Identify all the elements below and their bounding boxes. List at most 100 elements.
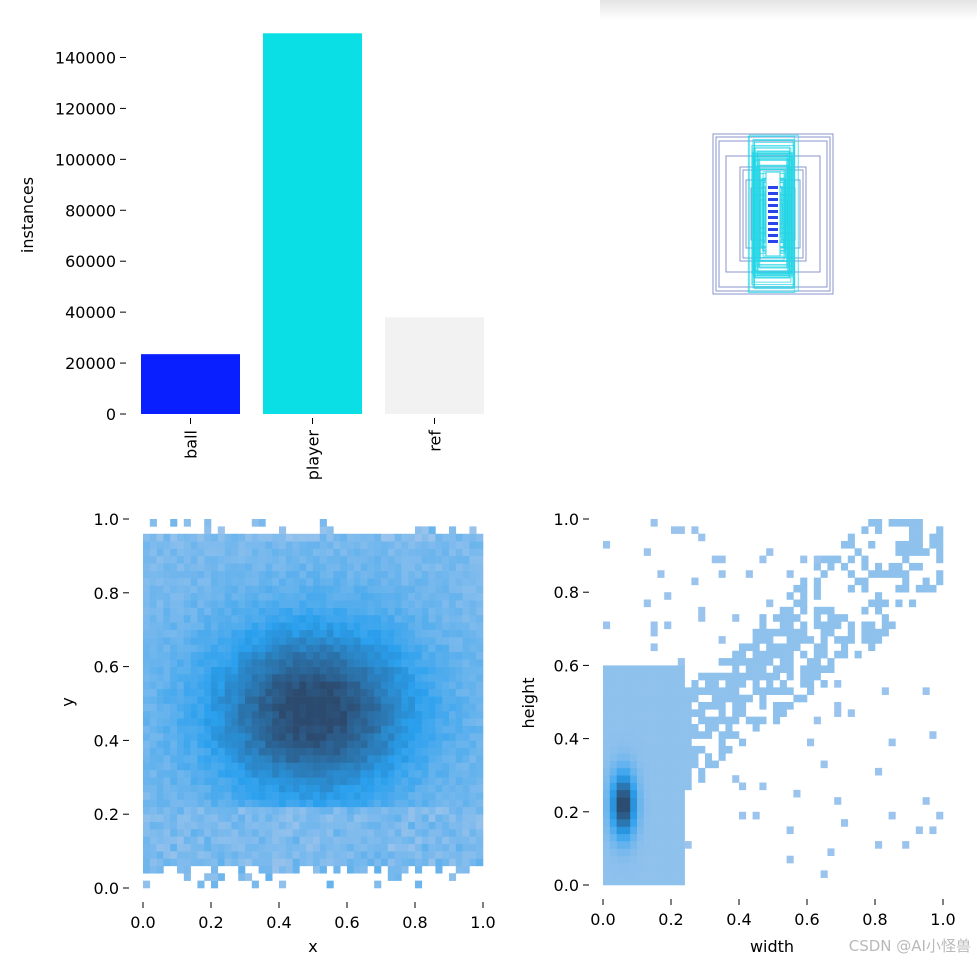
xy-cell <box>170 681 178 690</box>
xy-cell <box>374 769 382 778</box>
wh-cell <box>609 745 617 754</box>
xy-cell <box>183 622 191 630</box>
xy-cell <box>401 733 409 741</box>
xy-cell <box>360 644 368 653</box>
xy-cell <box>306 614 314 623</box>
xy-cell <box>217 570 225 579</box>
wh-cell <box>732 775 740 783</box>
xy-cell <box>421 526 429 535</box>
xy-cell <box>428 592 436 601</box>
wh-cell <box>657 826 665 835</box>
xy-cell <box>190 740 198 749</box>
xy-cell <box>435 769 443 778</box>
wh-cell <box>609 782 617 791</box>
xy-cell <box>258 519 266 527</box>
xy-cell <box>143 725 151 734</box>
xy-cell <box>238 718 246 726</box>
xy-cell <box>360 733 368 741</box>
xy-cell <box>177 541 185 549</box>
xy-cell <box>238 769 246 778</box>
xy-cell <box>217 733 225 741</box>
player-box <box>758 164 789 263</box>
wh-cell <box>895 548 903 556</box>
xy-cell <box>319 710 327 719</box>
wh-cell <box>786 621 794 630</box>
wh-cell <box>779 665 787 674</box>
wh-cell <box>800 599 808 608</box>
wh-cell <box>847 584 855 593</box>
xy-cell <box>285 703 293 712</box>
wh-cell <box>609 775 617 783</box>
xy-cell <box>313 592 321 601</box>
xy-cell <box>319 755 327 763</box>
xy-cell <box>183 600 191 608</box>
wh-cell <box>881 628 889 637</box>
wh-x-tick-label: 0.0 <box>590 910 615 929</box>
xy-cell <box>408 600 416 608</box>
xy-cell <box>306 725 314 734</box>
xy-cell <box>313 688 321 697</box>
xy-cell <box>306 563 314 571</box>
xy-cell <box>265 644 273 653</box>
xy-cell <box>149 666 157 675</box>
xy-cell <box>435 637 443 645</box>
wh-cell <box>820 621 828 630</box>
xy-cell <box>415 806 423 815</box>
wh-cell <box>630 672 638 681</box>
wh-cell <box>637 738 645 747</box>
xy-cell <box>211 799 219 808</box>
wh-cell <box>637 687 645 695</box>
xy-cell <box>394 651 402 660</box>
xy-cell <box>163 769 171 778</box>
xy-cell <box>183 585 191 594</box>
wh-cell <box>725 680 733 688</box>
xy-cell <box>238 659 246 667</box>
xy-cell <box>245 762 253 771</box>
xy-cell <box>279 792 287 800</box>
wh-cell <box>643 716 651 725</box>
xy-cell <box>442 828 450 837</box>
xy-cell <box>156 548 164 557</box>
wh-cell <box>773 687 781 695</box>
wh-cell <box>739 694 747 703</box>
xy-cell <box>401 784 409 793</box>
xy-cell <box>224 814 232 822</box>
xy-cell <box>313 541 321 549</box>
wh-cell <box>643 848 651 857</box>
xy-cell <box>415 733 423 741</box>
wh-cell <box>650 826 658 835</box>
wh-cell <box>643 775 651 783</box>
xy-cell <box>224 622 232 630</box>
xy-cell <box>265 578 273 586</box>
xy-cell <box>299 806 307 815</box>
xy-cell <box>272 688 280 697</box>
xy-cell <box>285 629 293 638</box>
xy-cell <box>177 769 185 778</box>
xy-cell <box>421 858 429 867</box>
xy-cell <box>387 873 395 881</box>
wh-cell <box>711 716 719 725</box>
ball-box <box>768 198 778 201</box>
xy-cell <box>387 688 395 697</box>
xy-cell <box>163 555 171 564</box>
xy-cell <box>265 622 273 630</box>
wh-cell <box>888 621 896 630</box>
xy-cell <box>163 578 171 586</box>
xy-cell <box>217 696 225 704</box>
xy-cell <box>387 563 395 571</box>
xy-cell <box>183 570 191 579</box>
wh-cell <box>603 680 611 688</box>
xy-cell <box>149 762 157 771</box>
xy-cell <box>251 578 259 586</box>
xy-cell <box>462 563 470 571</box>
xy-cell <box>367 637 375 645</box>
xy-cell <box>347 563 355 571</box>
wh-cell <box>813 614 821 622</box>
wh-cell <box>603 804 611 813</box>
wh-cell <box>657 789 665 798</box>
xy-cell <box>333 777 341 785</box>
xy-cell <box>156 836 164 845</box>
wh-cell <box>671 526 679 534</box>
xy-cell <box>401 828 409 837</box>
xy-cell <box>462 747 470 756</box>
